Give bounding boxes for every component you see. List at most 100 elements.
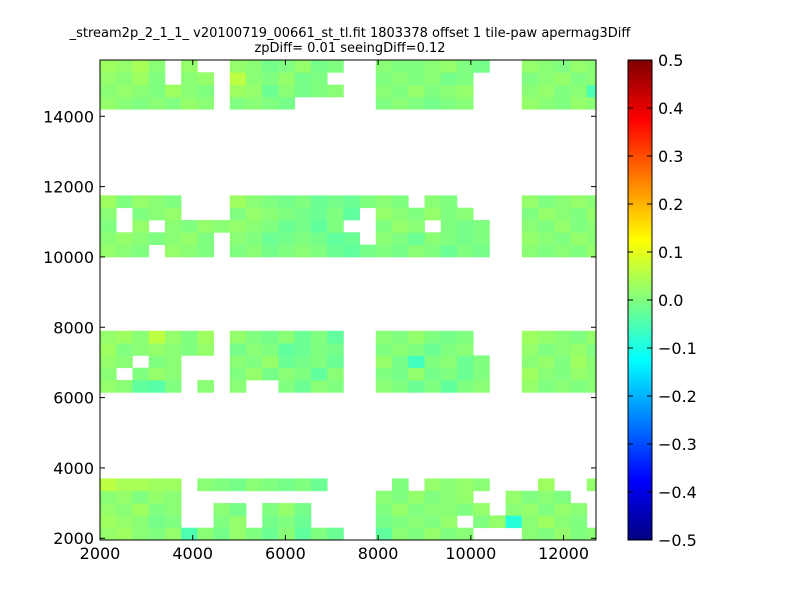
heatmap-cell [408, 355, 425, 369]
heatmap-cell [294, 527, 312, 540]
heatmap-cell [294, 515, 312, 529]
heatmap-cell [392, 220, 409, 233]
x-tick-label: 8000 [358, 544, 399, 563]
heatmap-cell [278, 207, 296, 221]
heatmap-cell [246, 96, 263, 110]
heatmap-cell [116, 232, 133, 246]
heatmap-cell [327, 244, 344, 258]
heatmap-cell [262, 220, 279, 233]
heatmap-cell [197, 244, 214, 258]
heatmap-cell [586, 220, 596, 233]
heatmap-cell [456, 232, 474, 246]
heatmap-cell [229, 527, 247, 540]
heatmap-cell [408, 72, 425, 86]
heatmap-cell [570, 72, 588, 86]
heatmap-cell [229, 72, 247, 86]
heatmap-cell [246, 367, 263, 381]
heatmap-cell [408, 84, 425, 98]
heatmap-cell [310, 367, 328, 381]
heatmap-cell [213, 478, 231, 492]
heatmap-cell [586, 60, 596, 61]
heatmap-cell [246, 527, 263, 540]
heatmap-cell [375, 96, 393, 110]
heatmap-cell [424, 207, 442, 221]
heatmap-cell [586, 195, 596, 209]
heatmap-cell [278, 515, 296, 529]
heatmap-cell [392, 380, 409, 393]
heatmap-cell [148, 72, 166, 86]
heatmap-cell [570, 527, 588, 540]
heatmap-cell [440, 527, 458, 540]
heatmap-cell [229, 330, 247, 344]
heatmap-cell [132, 503, 150, 516]
heatmap-cell [570, 96, 588, 110]
heatmap-cell [100, 72, 117, 86]
chart-subtitle: zpDiff= 0.01 seeingDiff=0.12 [254, 41, 446, 56]
heatmap-cell [197, 96, 214, 110]
heatmap-cell [164, 503, 182, 516]
heatmap-cell [148, 515, 166, 529]
heatmap-cell [424, 330, 442, 344]
heatmap-cell [116, 244, 133, 258]
x-axis: 2000 4000 6000 8000 10000 12000 [80, 60, 589, 563]
heatmap-cell [132, 330, 150, 344]
heatmap-cell [164, 367, 182, 381]
heatmap-cell [262, 232, 279, 246]
heatmap-cell [262, 503, 279, 516]
heatmap-cell [164, 355, 182, 369]
heatmap-cell [392, 207, 409, 221]
heatmap-cell [116, 72, 133, 86]
heatmap-cell [440, 60, 458, 61]
heatmap-cell [570, 207, 588, 221]
heatmap-cell [132, 244, 150, 258]
heatmap-cell [538, 60, 555, 73]
heatmap-cell [554, 515, 571, 529]
heatmap-cell [132, 195, 150, 209]
heatmap-cell [164, 490, 182, 504]
heatmap-cell [554, 490, 571, 504]
heatmap-cell [310, 355, 328, 369]
heatmap-cell [375, 503, 393, 516]
heatmap-cell [440, 244, 458, 258]
heatmap-cell [213, 515, 231, 529]
heatmap-cell [229, 195, 247, 209]
heatmap-cell [424, 490, 442, 504]
heatmap-cell [538, 84, 555, 98]
heatmap-cell [327, 527, 344, 540]
heatmap-cell [521, 60, 539, 73]
colorbar-tick-label: 0.5 [658, 51, 683, 70]
heatmap-cell [440, 367, 458, 381]
heatmap-cell [440, 343, 458, 356]
heatmap-cell [456, 355, 474, 369]
heatmap-cell [132, 60, 150, 61]
colorbar-tick-label: 0.1 [658, 243, 683, 262]
heatmap-cell [229, 232, 247, 246]
heatmap-cell [538, 343, 555, 356]
heatmap-cell [278, 343, 296, 356]
heatmap-cell [148, 60, 166, 73]
heatmap-cell [408, 330, 425, 344]
heatmap-cell [164, 527, 182, 540]
heatmap-cell [392, 527, 409, 540]
heatmap-cell [229, 84, 247, 98]
heatmap-cell [408, 60, 425, 73]
colorbar-tick-label: −0.4 [658, 483, 697, 502]
heatmap-cell [229, 96, 247, 110]
heatmap-cell [327, 60, 344, 73]
heatmap-cell [278, 60, 296, 73]
y-axis: 2000 4000 6000 8000 10000 12000 14000 [43, 107, 596, 548]
heatmap-cell [132, 207, 150, 221]
heatmap-cell [327, 195, 344, 209]
heatmap-cell [603, 343, 620, 356]
heatmap-cell [424, 60, 442, 61]
heatmap-cell [116, 490, 133, 504]
heatmap-cell [554, 60, 571, 73]
heatmap-cell [100, 355, 117, 369]
heatmap-cell [197, 72, 214, 86]
heatmap-cell [229, 478, 247, 492]
heatmap-cell [586, 380, 596, 393]
y-tick-label: 6000 [53, 389, 94, 408]
heatmap-cell [132, 478, 150, 492]
heatmap-cell [440, 60, 458, 73]
heatmap-cell [294, 367, 312, 381]
